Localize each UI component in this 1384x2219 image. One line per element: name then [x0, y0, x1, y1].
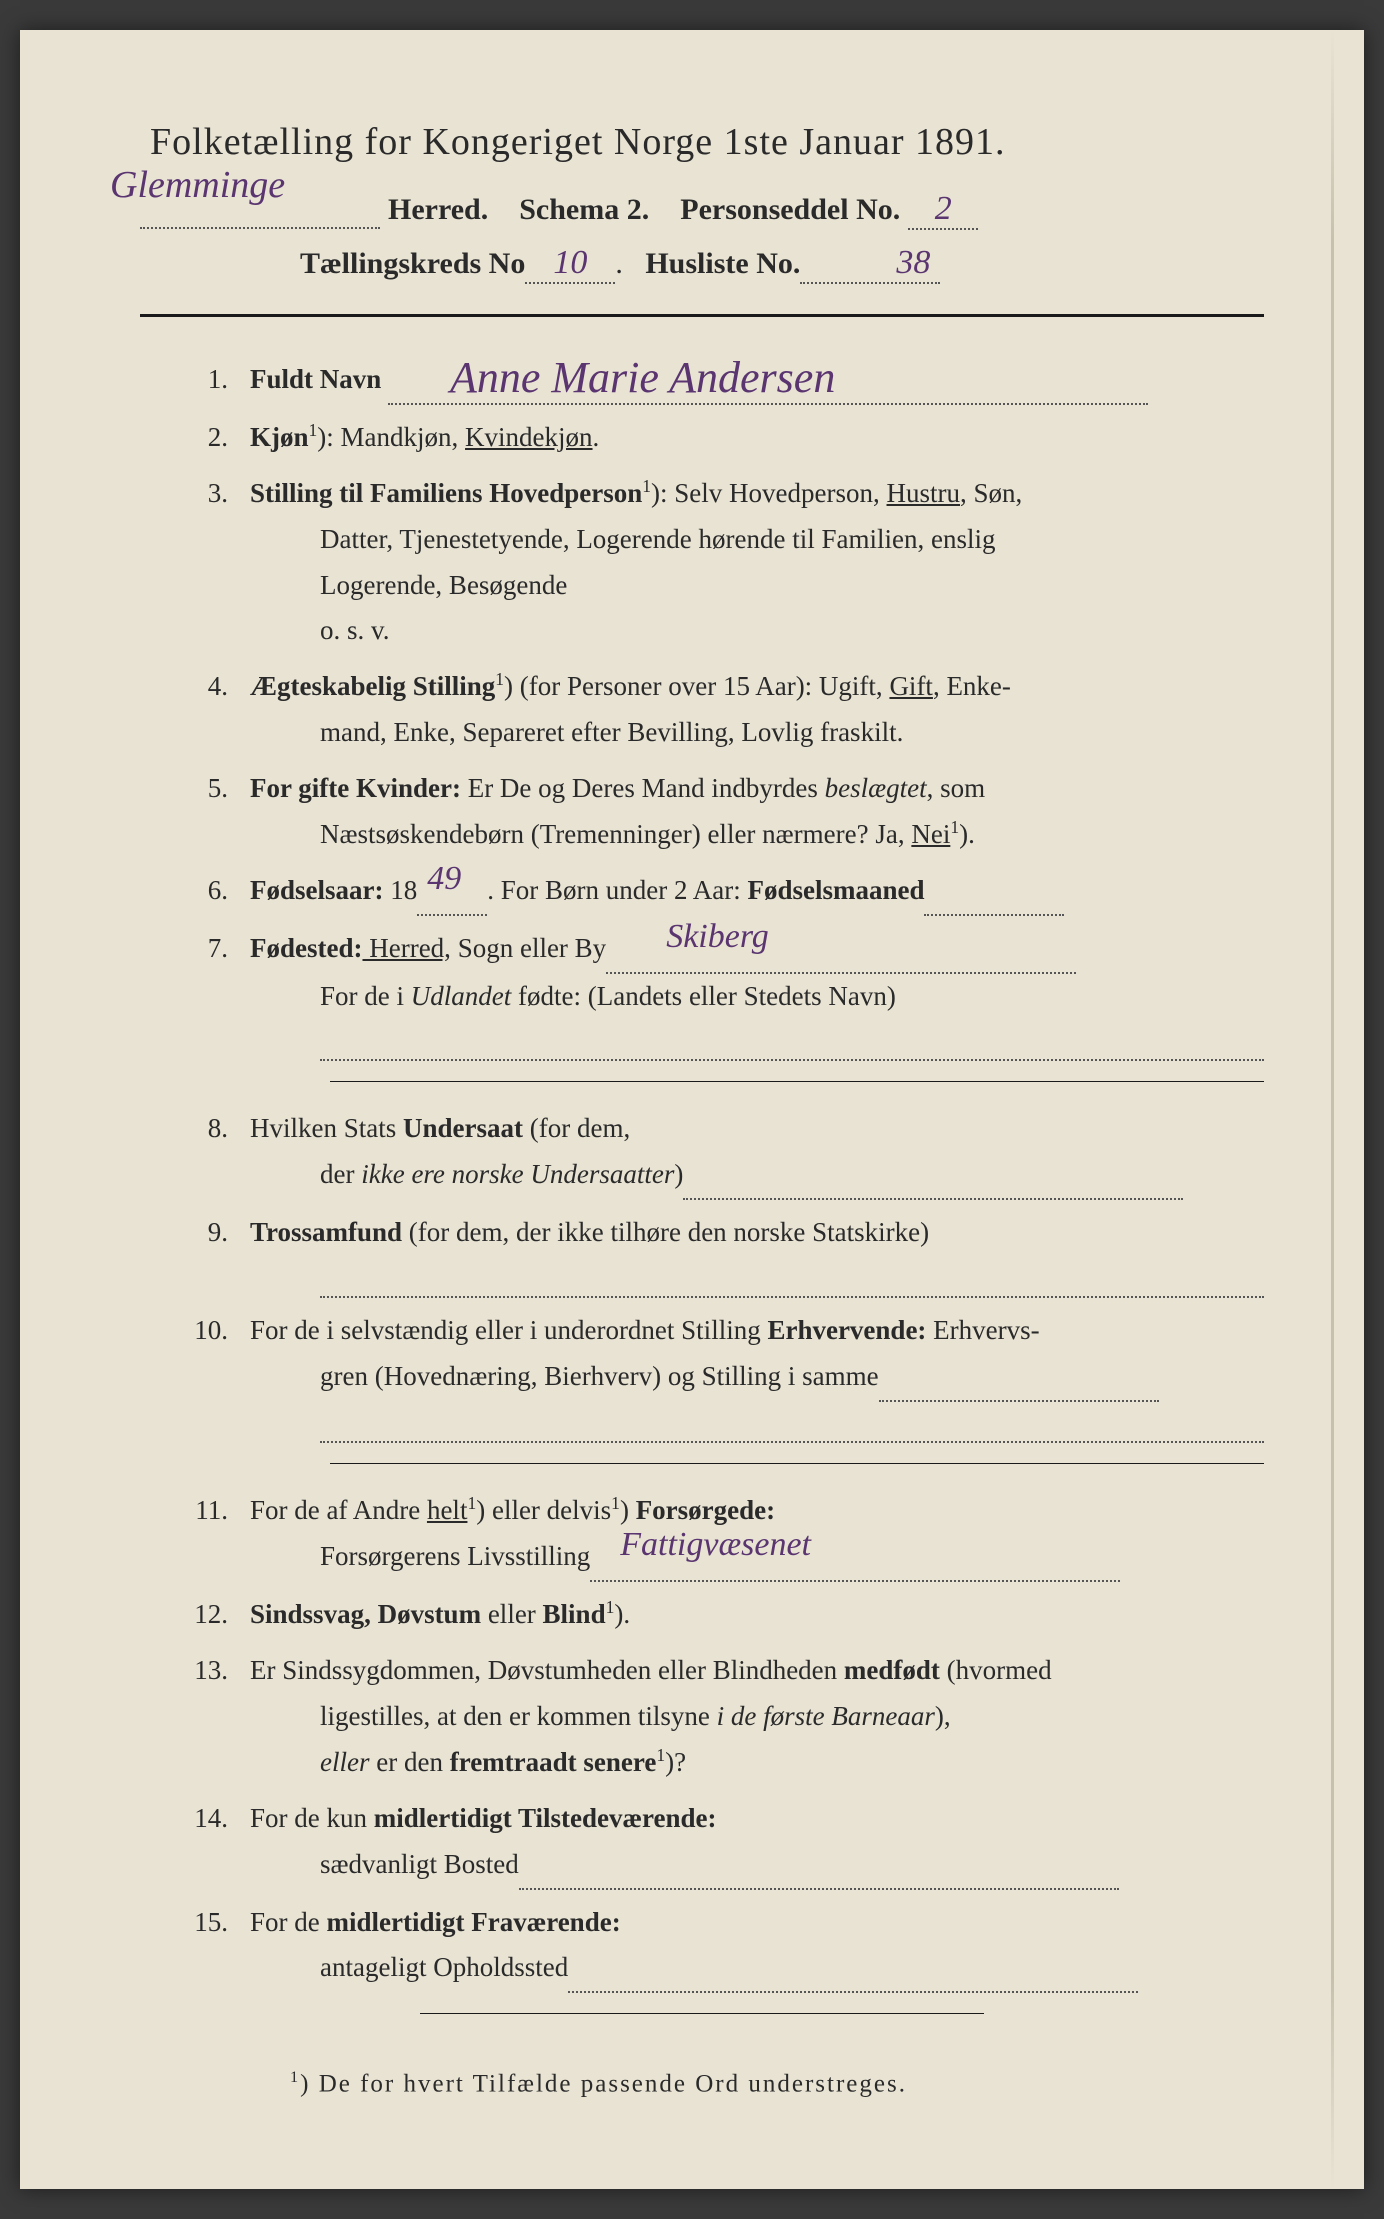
- item-num: 6.: [180, 868, 250, 916]
- section-divider-2: [330, 1463, 1264, 1464]
- taellingskreds-no: 10: [553, 244, 587, 281]
- item-2: 2. Kjøn1): Mandkjøn, Kvindekjøn.: [180, 415, 1264, 461]
- husliste-label: Husliste No.: [645, 247, 800, 281]
- item-num: 14.: [180, 1796, 250, 1890]
- item-2-body: Kjøn1): Mandkjøn, Kvindekjøn.: [250, 415, 1264, 461]
- item-13: 13. Er Sindssygdommen, Døvstumheden elle…: [180, 1648, 1264, 1786]
- husliste-field: 38: [800, 244, 940, 284]
- section-divider-1: [330, 1081, 1264, 1082]
- item-3: 3. Stilling til Familiens Hovedperson1):…: [180, 471, 1264, 655]
- item-12-body: Sindssvag, Døvstum eller Blind1).: [250, 1592, 1264, 1638]
- item-1-value: Anne Marie Andersen: [450, 341, 835, 416]
- item-10-body: For de i selvstændig eller i underordnet…: [250, 1308, 1264, 1444]
- item-num: 15.: [180, 1900, 250, 1994]
- schema-label: Schema 2.: [519, 193, 649, 227]
- item-4: 4. Ægteskabelig Stilling1) (for Personer…: [180, 664, 1264, 756]
- livsstilling-handwritten: Fattigvæsenet: [620, 1516, 811, 1574]
- item-14-body: For de kun midlertidigt Tilstedeværende:…: [250, 1796, 1264, 1890]
- item-11: 11. For de af Andre helt1) eller delvis1…: [180, 1488, 1264, 1582]
- item-num: 5.: [180, 766, 250, 858]
- header-line-3: Tællingskreds No 10 . Husliste No. 38: [300, 244, 1264, 284]
- item-num: 12.: [180, 1592, 250, 1638]
- item-9: 9. Trossamfund (for dem, der ikke tilhør…: [180, 1210, 1264, 1298]
- item-15-body: For de midlertidigt Fraværende: antageli…: [250, 1900, 1264, 1994]
- husliste-no: 38: [896, 244, 930, 281]
- item-num: 10.: [180, 1308, 250, 1444]
- item-1-body: Fuldt Navn Anne Marie Andersen: [250, 357, 1264, 405]
- item-num: 13.: [180, 1648, 250, 1786]
- item-5: 5. For gifte Kvinder: Er De og Deres Man…: [180, 766, 1264, 858]
- item-num: 1.: [180, 357, 250, 405]
- item-1-label: Fuldt Navn: [250, 364, 381, 394]
- item-1: 1. Fuldt Navn Anne Marie Andersen: [180, 357, 1264, 405]
- herred-label: Herred.: [388, 193, 488, 227]
- personseddel-no: 2: [935, 190, 952, 227]
- footnote-divider: [420, 2013, 984, 2014]
- taellingskreds-label: Tællingskreds No: [300, 247, 525, 281]
- header-line-2: Glemminge Herred. Schema 2. Personseddel…: [140, 190, 1264, 230]
- item-12: 12. Sindssvag, Døvstum eller Blind1).: [180, 1592, 1264, 1638]
- item-num: 9.: [180, 1210, 250, 1298]
- item-num: 11.: [180, 1488, 250, 1582]
- item-14: 14. For de kun midlertidigt Tilstedevære…: [180, 1796, 1264, 1890]
- year-handwritten: 49: [427, 850, 461, 908]
- item-4-body: Ægteskabelig Stilling1) (for Personer ov…: [250, 664, 1264, 756]
- item-num: 4.: [180, 664, 250, 756]
- item-8: 8. Hvilken Stats Undersaat (for dem, der…: [180, 1106, 1264, 1200]
- herred-handwritten: Glemminge: [110, 163, 285, 207]
- item-10: 10. For de i selvstændig eller i underor…: [180, 1308, 1264, 1444]
- item-9-body: Trossamfund (for dem, der ikke tilhøre d…: [250, 1210, 1264, 1298]
- page-title: Folketælling for Kongeriget Norge 1ste J…: [150, 120, 1264, 164]
- census-form-page: Folketælling for Kongeriget Norge 1ste J…: [20, 30, 1364, 2189]
- personseddel-no-field: 2: [908, 190, 978, 230]
- taellingskreds-field: 10: [525, 244, 615, 284]
- item-num: 7.: [180, 926, 250, 1062]
- header-divider: [140, 314, 1264, 317]
- form-items: 1. Fuldt Navn Anne Marie Andersen 2. Kjø…: [180, 357, 1264, 1993]
- item-8-body: Hvilken Stats Undersaat (for dem, der ik…: [250, 1106, 1264, 1200]
- item-7: 7. Fødested: Herred, Sogn eller BySkiber…: [180, 926, 1264, 1062]
- item-3-body: Stilling til Familiens Hovedperson1): Se…: [250, 471, 1264, 655]
- item-5-body: For gifte Kvinder: Er De og Deres Mand i…: [250, 766, 1264, 858]
- place-handwritten: Skiberg: [666, 908, 769, 966]
- item-13-body: Er Sindssygdommen, Døvstumheden eller Bl…: [250, 1648, 1264, 1786]
- item-num: 8.: [180, 1106, 250, 1200]
- item-num: 3.: [180, 471, 250, 655]
- item-num: 2.: [180, 415, 250, 461]
- item-15: 15. For de midlertidigt Fraværende: anta…: [180, 1900, 1264, 1994]
- item-7-body: Fødested: Herred, Sogn eller BySkiberg F…: [250, 926, 1264, 1062]
- herred-field: Glemminge: [140, 193, 380, 229]
- item-11-body: For de af Andre helt1) eller delvis1) Fo…: [250, 1488, 1264, 1582]
- footnote: 1) De for hvert Tilfælde passende Ord un…: [290, 2068, 1264, 2098]
- personseddel-label: Personseddel No.: [680, 193, 900, 227]
